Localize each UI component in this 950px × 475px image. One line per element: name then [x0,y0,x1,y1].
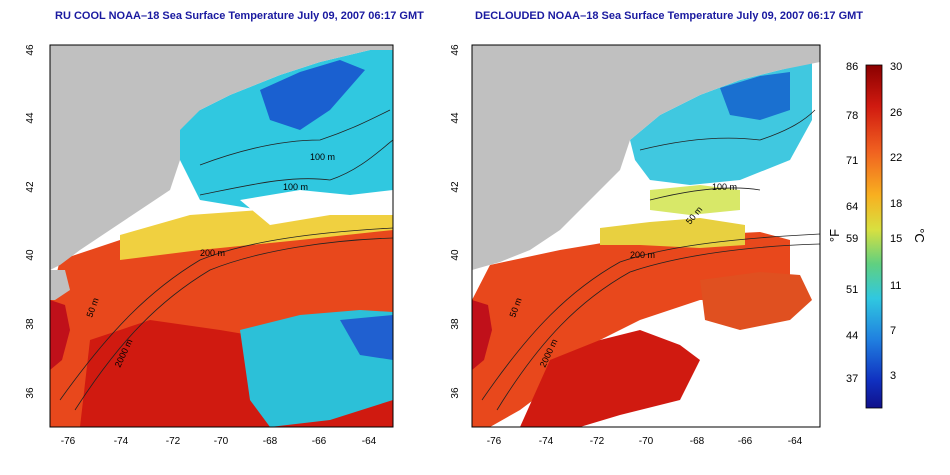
lon-tick: -66 [312,436,327,447]
fahrenheit-unit-label: °F [827,228,843,243]
lon-tick: -76 [61,436,76,447]
lat-tick: 46 [25,44,36,56]
left-contour-2000 [59,227,393,401]
left-contour-200 [74,237,393,411]
right-gulf-deep [720,72,790,120]
lat-tick: 40 [25,249,36,261]
left-cloud [240,190,393,225]
lon-tick: -64 [788,436,803,447]
c-tick: 7 [890,325,897,337]
left-lat-axis: 46 44 42 40 38 36 [25,44,36,399]
lat-tick: 36 [450,387,461,399]
left-cold-patch [340,315,393,360]
right-east-warm [700,272,812,330]
lat-tick: 42 [450,181,461,193]
lon-tick: -66 [738,436,753,447]
right-green-patch [650,185,740,215]
lon-tick: -70 [639,436,654,447]
lat-tick: 42 [25,181,36,193]
lat-tick: 44 [25,112,36,124]
f-tick: 64 [846,201,859,213]
colorbar [865,64,883,409]
f-tick: 59 [846,233,859,245]
celsius-unit-label: °C [911,228,927,243]
right-land [472,45,820,270]
f-tick: 37 [846,373,859,385]
left-land-south [50,270,70,300]
right-contour-100 [639,109,816,151]
f-tick: 71 [846,155,859,167]
c-tick: 15 [890,233,903,245]
f-tick: 86 [846,61,859,73]
right-lon-axis: -76 -74 -72 -70 -68 -66 -64 [487,436,803,447]
left-bay [50,300,70,370]
left-contour-label: 100 m [283,182,308,192]
lon-tick: -68 [690,436,705,447]
right-map-frame [471,44,821,428]
c-tick: 3 [890,370,897,382]
f-tick: 78 [846,110,859,122]
lat-tick: 36 [25,387,36,399]
left-map-title: RU COOL NOAA–18 Sea Surface Temperature … [55,10,424,22]
c-tick: 26 [890,107,903,119]
left-land [50,45,393,270]
c-tick: 30 [890,61,903,73]
left-contour-100b [199,139,393,196]
right-lat-axis: 46 44 42 40 38 36 [450,44,461,399]
f-tick: 44 [846,330,859,342]
left-contour-label: 200 m [200,248,225,258]
c-tick: 11 [890,280,902,292]
left-contour-label: 100 m [310,152,335,162]
left-lon-axis: -76 -74 -72 -70 -68 -66 -64 [61,436,377,447]
right-bay [472,300,492,370]
lon-tick: -68 [263,436,278,447]
right-hot-water [520,330,700,427]
c-tick: 22 [890,152,903,164]
lat-tick: 40 [450,249,461,261]
lon-tick: -76 [487,436,502,447]
right-contour-2000 [481,233,820,401]
left-gulf-deep [260,60,365,130]
right-map-title: DECLOUDED NOAA–18 Sea Surface Temperatur… [475,10,864,22]
right-shelf-band [600,218,745,248]
left-contour-100a [199,109,391,166]
f-tick: 51 [846,284,859,296]
left-map-area [50,45,393,427]
lat-tick: 44 [450,112,461,124]
left-map-frame [49,44,394,428]
lon-tick: -74 [114,436,129,447]
lon-tick: -64 [362,436,377,447]
right-contour-label: 100 m [712,182,737,192]
lat-tick: 38 [25,318,36,330]
right-contour-label: 200 m [630,250,655,260]
lat-tick: 46 [450,44,461,56]
right-contour-200 [496,243,820,411]
lon-tick: -72 [590,436,605,447]
lat-tick: 38 [450,318,461,330]
lon-tick: -70 [214,436,229,447]
c-tick: 18 [890,198,903,210]
right-map-area [472,45,820,427]
lon-tick: -74 [539,436,554,447]
right-contour-50 [649,187,761,201]
lon-tick: -72 [166,436,181,447]
